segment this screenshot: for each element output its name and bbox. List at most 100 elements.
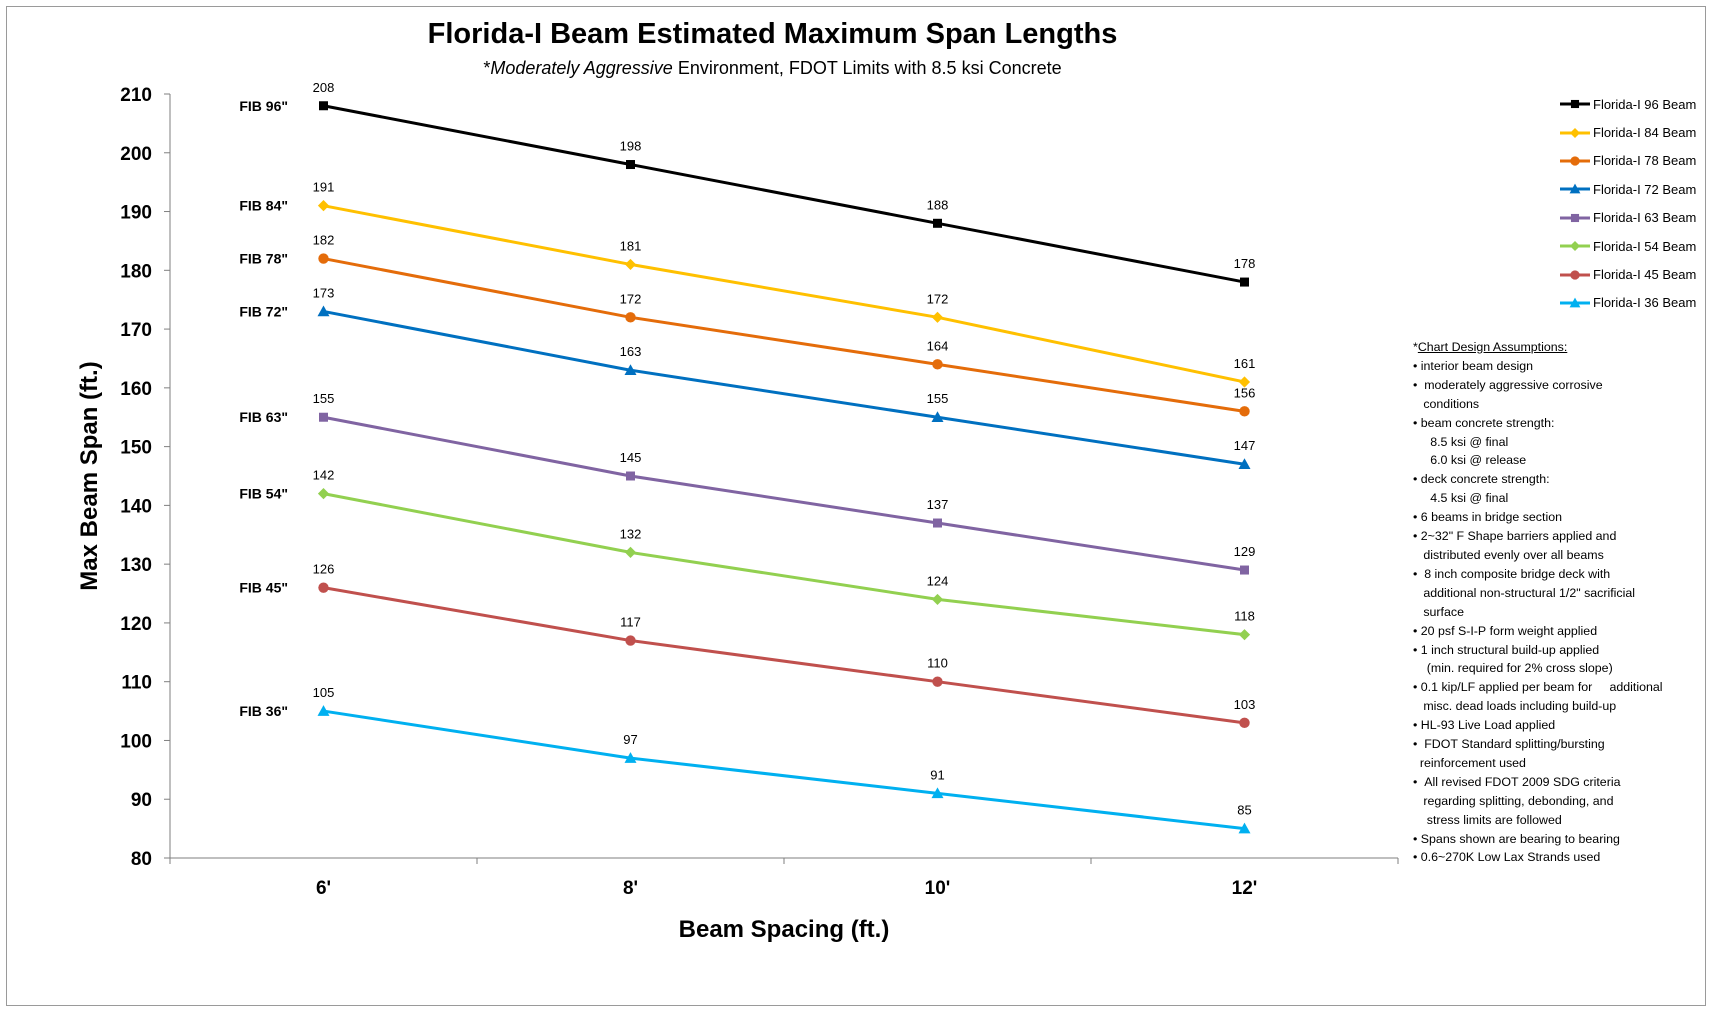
data-label: 97 [623,732,637,747]
legend-label: Florida-I 45 Beam [1593,267,1697,283]
data-label: 208 [313,80,335,95]
y-tick-label: 150 [120,438,152,459]
data-label: 142 [313,468,335,483]
series-end-label: FIB 72" [239,303,288,319]
data-point [1238,376,1251,388]
y-tick-label: 180 [120,261,152,282]
data-point [931,593,944,606]
legend-label: Florida-I 72 Beam [1593,181,1697,197]
data-point [317,200,330,212]
data-point [625,312,636,323]
notes-line: • interior beam design [1413,358,1534,373]
data-label: 163 [620,344,642,359]
x-tick-label: 10' [925,878,951,899]
y-tick-label: 210 [120,85,152,106]
data-point [933,518,942,528]
notes-heading: Chart Design Assumptions: [1417,340,1568,354]
notes-heading-prefix: * [1413,340,1418,354]
legend-marker [1570,156,1580,166]
legend-item: Florida-I 45 Beam [1558,260,1708,288]
chart-title: Florida-I Beam Estimated Maximum Span Le… [427,18,1118,50]
notes-line: • Spans shown are bearing to bearing [1413,831,1620,846]
data-point [1239,406,1250,417]
chart-frame [6,6,1706,1006]
data-label: 155 [927,391,949,406]
data-point [625,635,636,646]
data-label: 145 [620,450,642,465]
notes-line: • 0.6~270K Low Lax Strands used [1413,850,1601,865]
series-end-label: FIB 84" [239,198,288,214]
legend-swatch [1560,127,1590,138]
data-label: 172 [927,291,949,306]
legend-swatch [1560,241,1590,252]
data-point [1240,277,1249,287]
legend-item: Florida-I 72 Beam [1558,175,1708,203]
y-tick-label: 130 [120,555,152,576]
legend-item: Florida-I 84 Beam [1558,118,1708,146]
legend-item: Florida-I 36 Beam [1558,289,1708,317]
notes-line: • beam concrete strength: [1413,415,1555,430]
notes-line: • 2~32" F Shape barriers applied and [1413,529,1617,544]
data-label: 198 [620,139,642,154]
series-end-label: FIB 36" [239,703,288,719]
data-label: 129 [1234,544,1256,559]
notes-line: • 1 inch structural build-up applied [1413,642,1600,657]
data-point [317,488,330,500]
x-tick-label: 8' [623,878,638,899]
data-label: 91 [930,767,944,782]
y-tick-label: 120 [120,614,152,635]
data-label: 161 [1234,356,1256,371]
data-label: 147 [1234,438,1256,453]
y-tick-label: 100 [120,731,152,752]
data-label: 85 [1237,803,1251,818]
legend-swatch [1560,213,1590,222]
legend-marker [1569,297,1581,308]
data-label: 181 [620,238,642,253]
data-point [624,752,637,763]
data-label: 124 [927,573,949,588]
data-label: 110 [927,656,948,671]
y-tick-label: 110 [121,673,152,694]
series-line [323,257,1245,413]
data-point [626,471,635,481]
data-point [931,411,944,423]
data-label: 118 [1234,609,1255,624]
legend-item: Florida-I 78 Beam [1558,147,1708,175]
data-point [624,258,637,271]
data-point [1239,717,1250,729]
data-label: 155 [313,391,335,406]
legend-swatch [1560,297,1590,308]
notes-line: stress limits are followed [1413,812,1562,827]
data-label: 156 [1234,385,1256,400]
legend: Florida-I 96 Beam Florida-I 84 Beam Florid… [1558,90,1708,317]
legend-swatch [1560,269,1590,280]
series-line [323,586,1245,725]
series-line [323,492,1245,637]
data-label: 132 [620,526,642,541]
series-end-label: FIB 96" [239,98,288,114]
notes-line: • All revised FDOT 2009 SDG criteria [1413,774,1621,789]
data-point [931,311,944,323]
data-label: 182 [313,233,335,248]
data-label: 173 [313,285,335,300]
data-point [1238,822,1251,834]
series-end-label: FIB 45" [239,580,288,596]
y-tick-label: 200 [120,144,152,165]
legend-marker [1570,100,1580,109]
y-tick-label: 170 [120,320,152,341]
series-line [323,415,1245,572]
series-line [323,709,1245,831]
notes-heading-line: *Chart Design Assumptions: [1413,338,1708,357]
legend-label: Florida-I 63 Beam [1593,210,1697,226]
legend-label: Florida-I 96 Beam [1593,96,1697,112]
notes-line: • HL-93 Live Load applied [1413,718,1556,733]
notes-line: • 0.1 kip/LF applied per beam for additi… [1413,680,1663,695]
data-point [932,359,943,370]
data-label: 188 [927,197,949,212]
legend-swatch [1560,183,1590,194]
legend-item: Florida-I 96 Beam [1558,90,1708,118]
notes-lines: • interior beam design • moderately aggre… [1413,357,1708,867]
notes-line: • 20 psf S-I-P form weight applied [1413,623,1598,638]
y-tick-label: 140 [120,496,152,517]
legend-label: Florida-I 78 Beam [1593,153,1697,169]
